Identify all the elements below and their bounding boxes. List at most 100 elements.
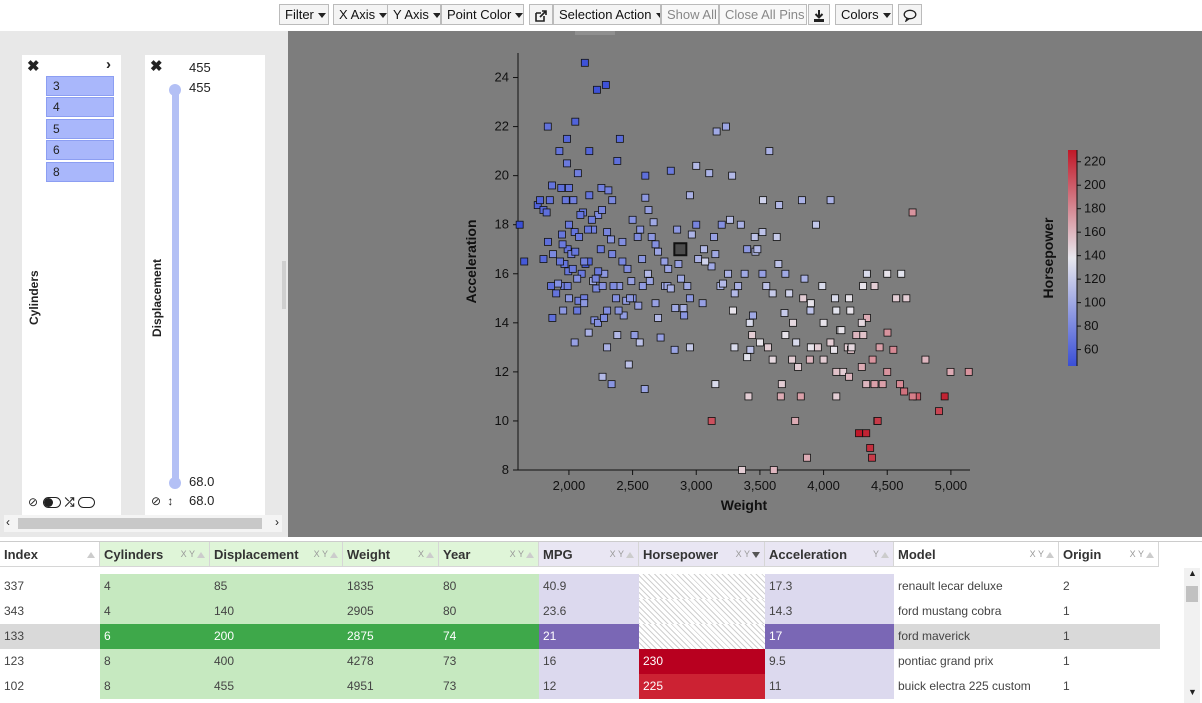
scatter-point[interactable] (683, 282, 692, 290)
axis-assign-toggle[interactable]: X (417, 549, 424, 559)
scatter-point[interactable] (603, 306, 612, 315)
download-button[interactable] (808, 4, 830, 25)
axis-assign-toggle[interactable]: X Y (509, 549, 524, 559)
scatter-point[interactable] (670, 345, 679, 354)
scatter-point[interactable] (587, 215, 596, 224)
scatter-point[interactable] (730, 289, 739, 298)
scatter-point[interactable] (603, 343, 612, 352)
scatter-point[interactable] (623, 264, 632, 273)
scatter-point[interactable] (558, 240, 567, 249)
scatter-point[interactable] (654, 247, 662, 256)
scatter-point[interactable] (694, 255, 703, 263)
scatter-plot-area[interactable]: 2,000 2,500 3,000 3,500 4,000 4,500 5,000 8 10 12… (288, 31, 1202, 537)
scatter-point[interactable] (870, 282, 879, 290)
scatter-point[interactable] (603, 228, 612, 236)
table-row[interactable]: 123 8 400 4278 73 16 230 9.5 pontiac grand prix 1 (0, 649, 1160, 674)
scatter-point[interactable] (644, 206, 653, 214)
scatter-point[interactable] (573, 306, 582, 315)
scatter-point[interactable] (847, 343, 856, 352)
scatter-point[interactable] (772, 233, 781, 241)
scatter-point[interactable] (774, 260, 783, 268)
scatter-point[interactable] (598, 282, 607, 290)
scatter-point[interactable] (666, 166, 675, 175)
scatter-point[interactable] (613, 331, 622, 339)
column-header-acceleration[interactable]: Acceleration Y (765, 542, 894, 567)
close-icon[interactable]: ✖ (27, 58, 40, 75)
scatter-point[interactable] (580, 299, 589, 308)
scatter-point[interactable] (614, 306, 623, 315)
cylinder-chip-3[interactable]: 3 (46, 76, 114, 96)
scatter-point[interactable] (873, 417, 882, 425)
scatter-point[interactable] (852, 331, 861, 339)
scatter-point[interactable] (548, 314, 557, 322)
scatter-point[interactable] (539, 255, 548, 263)
scatter-point[interactable] (883, 328, 892, 337)
scatter-point[interactable] (674, 260, 683, 268)
scatter-point[interactable] (598, 206, 606, 214)
scatter-point[interactable] (777, 380, 786, 389)
scatter-point[interactable] (749, 311, 757, 320)
scatter-point[interactable] (711, 250, 720, 259)
table-row[interactable]: 133 6 200 2875 74 21 17 ford maverick 1 (0, 624, 1160, 649)
scatter-point[interactable] (664, 264, 673, 273)
cylinder-chip-6[interactable]: 6 (46, 140, 114, 160)
scatter-point[interactable] (921, 355, 930, 364)
scatter-point[interactable] (596, 245, 605, 254)
slider-handle-max[interactable] (169, 84, 181, 96)
scatter-point[interactable] (859, 282, 867, 290)
scatter-point[interactable] (818, 282, 827, 290)
comment-button[interactable] (898, 4, 922, 25)
scatter-point[interactable] (624, 360, 633, 369)
range-slider-track[interactable] (172, 89, 179, 483)
scatter-point[interactable] (649, 218, 658, 227)
axis-assign-toggle[interactable]: X Y (180, 549, 195, 559)
column-header-year[interactable]: Year X Y (439, 542, 539, 567)
scatter-point[interactable] (679, 304, 688, 313)
scatter-point[interactable] (597, 184, 606, 192)
scroll-left-icon[interactable]: ‹ (6, 515, 10, 529)
scatter-point[interactable] (565, 184, 573, 192)
scatter-point[interactable] (573, 169, 582, 178)
scatter-point[interactable] (719, 279, 727, 288)
scatter-point[interactable] (635, 338, 644, 347)
scatter-point[interactable] (806, 343, 815, 352)
scatter-point[interactable] (584, 225, 592, 234)
scatter-point[interactable] (746, 345, 755, 354)
close-icon[interactable]: ✖ (150, 58, 163, 75)
column-header-cylinders[interactable]: Cylinders X Y (100, 542, 210, 567)
scatter-point[interactable] (845, 294, 853, 303)
scatter-point[interactable] (803, 453, 811, 462)
scatter-point[interactable] (651, 299, 660, 308)
scatter-point[interactable] (730, 343, 739, 352)
scatter-point[interactable] (866, 444, 875, 452)
scatter-point[interactable] (785, 289, 794, 298)
scatter-point[interactable] (900, 387, 909, 396)
scatter-point[interactable] (570, 228, 579, 236)
scatter-point[interactable] (863, 314, 871, 322)
scatter-point[interactable] (750, 233, 759, 241)
scatter-point[interactable] (908, 208, 917, 217)
scatter-point[interactable] (798, 196, 806, 205)
scatter-point[interactable] (685, 343, 694, 352)
sort-up-icon[interactable] (330, 552, 338, 558)
scatter-point[interactable] (680, 311, 689, 320)
scatter-point[interactable] (594, 318, 602, 327)
scatter-point[interactable] (775, 201, 784, 209)
scatter-point[interactable] (758, 269, 767, 278)
scatter-point[interactable] (940, 392, 949, 401)
scatter-point[interactable] (627, 277, 636, 286)
column-header-origin[interactable]: Origin X Y (1059, 542, 1159, 567)
scatter-point[interactable] (748, 331, 757, 339)
scatter-point[interactable] (612, 294, 620, 303)
scatter-point[interactable] (609, 282, 618, 290)
scatter-point[interactable] (768, 355, 777, 364)
scatter-point[interactable] (878, 380, 887, 389)
scatter-point[interactable] (701, 257, 710, 266)
scatter-point[interactable] (883, 269, 892, 278)
scatter-point[interactable] (846, 306, 855, 315)
table-row[interactable]: 102 8 455 4951 73 12 225 11 buick electra 225 cu… (0, 674, 1160, 699)
scrollbar-thumb[interactable] (1186, 586, 1198, 602)
vertical-resize-icon[interactable]: ↕ (167, 494, 174, 508)
scatter-point[interactable] (759, 196, 767, 205)
scatter-point[interactable] (711, 380, 720, 389)
